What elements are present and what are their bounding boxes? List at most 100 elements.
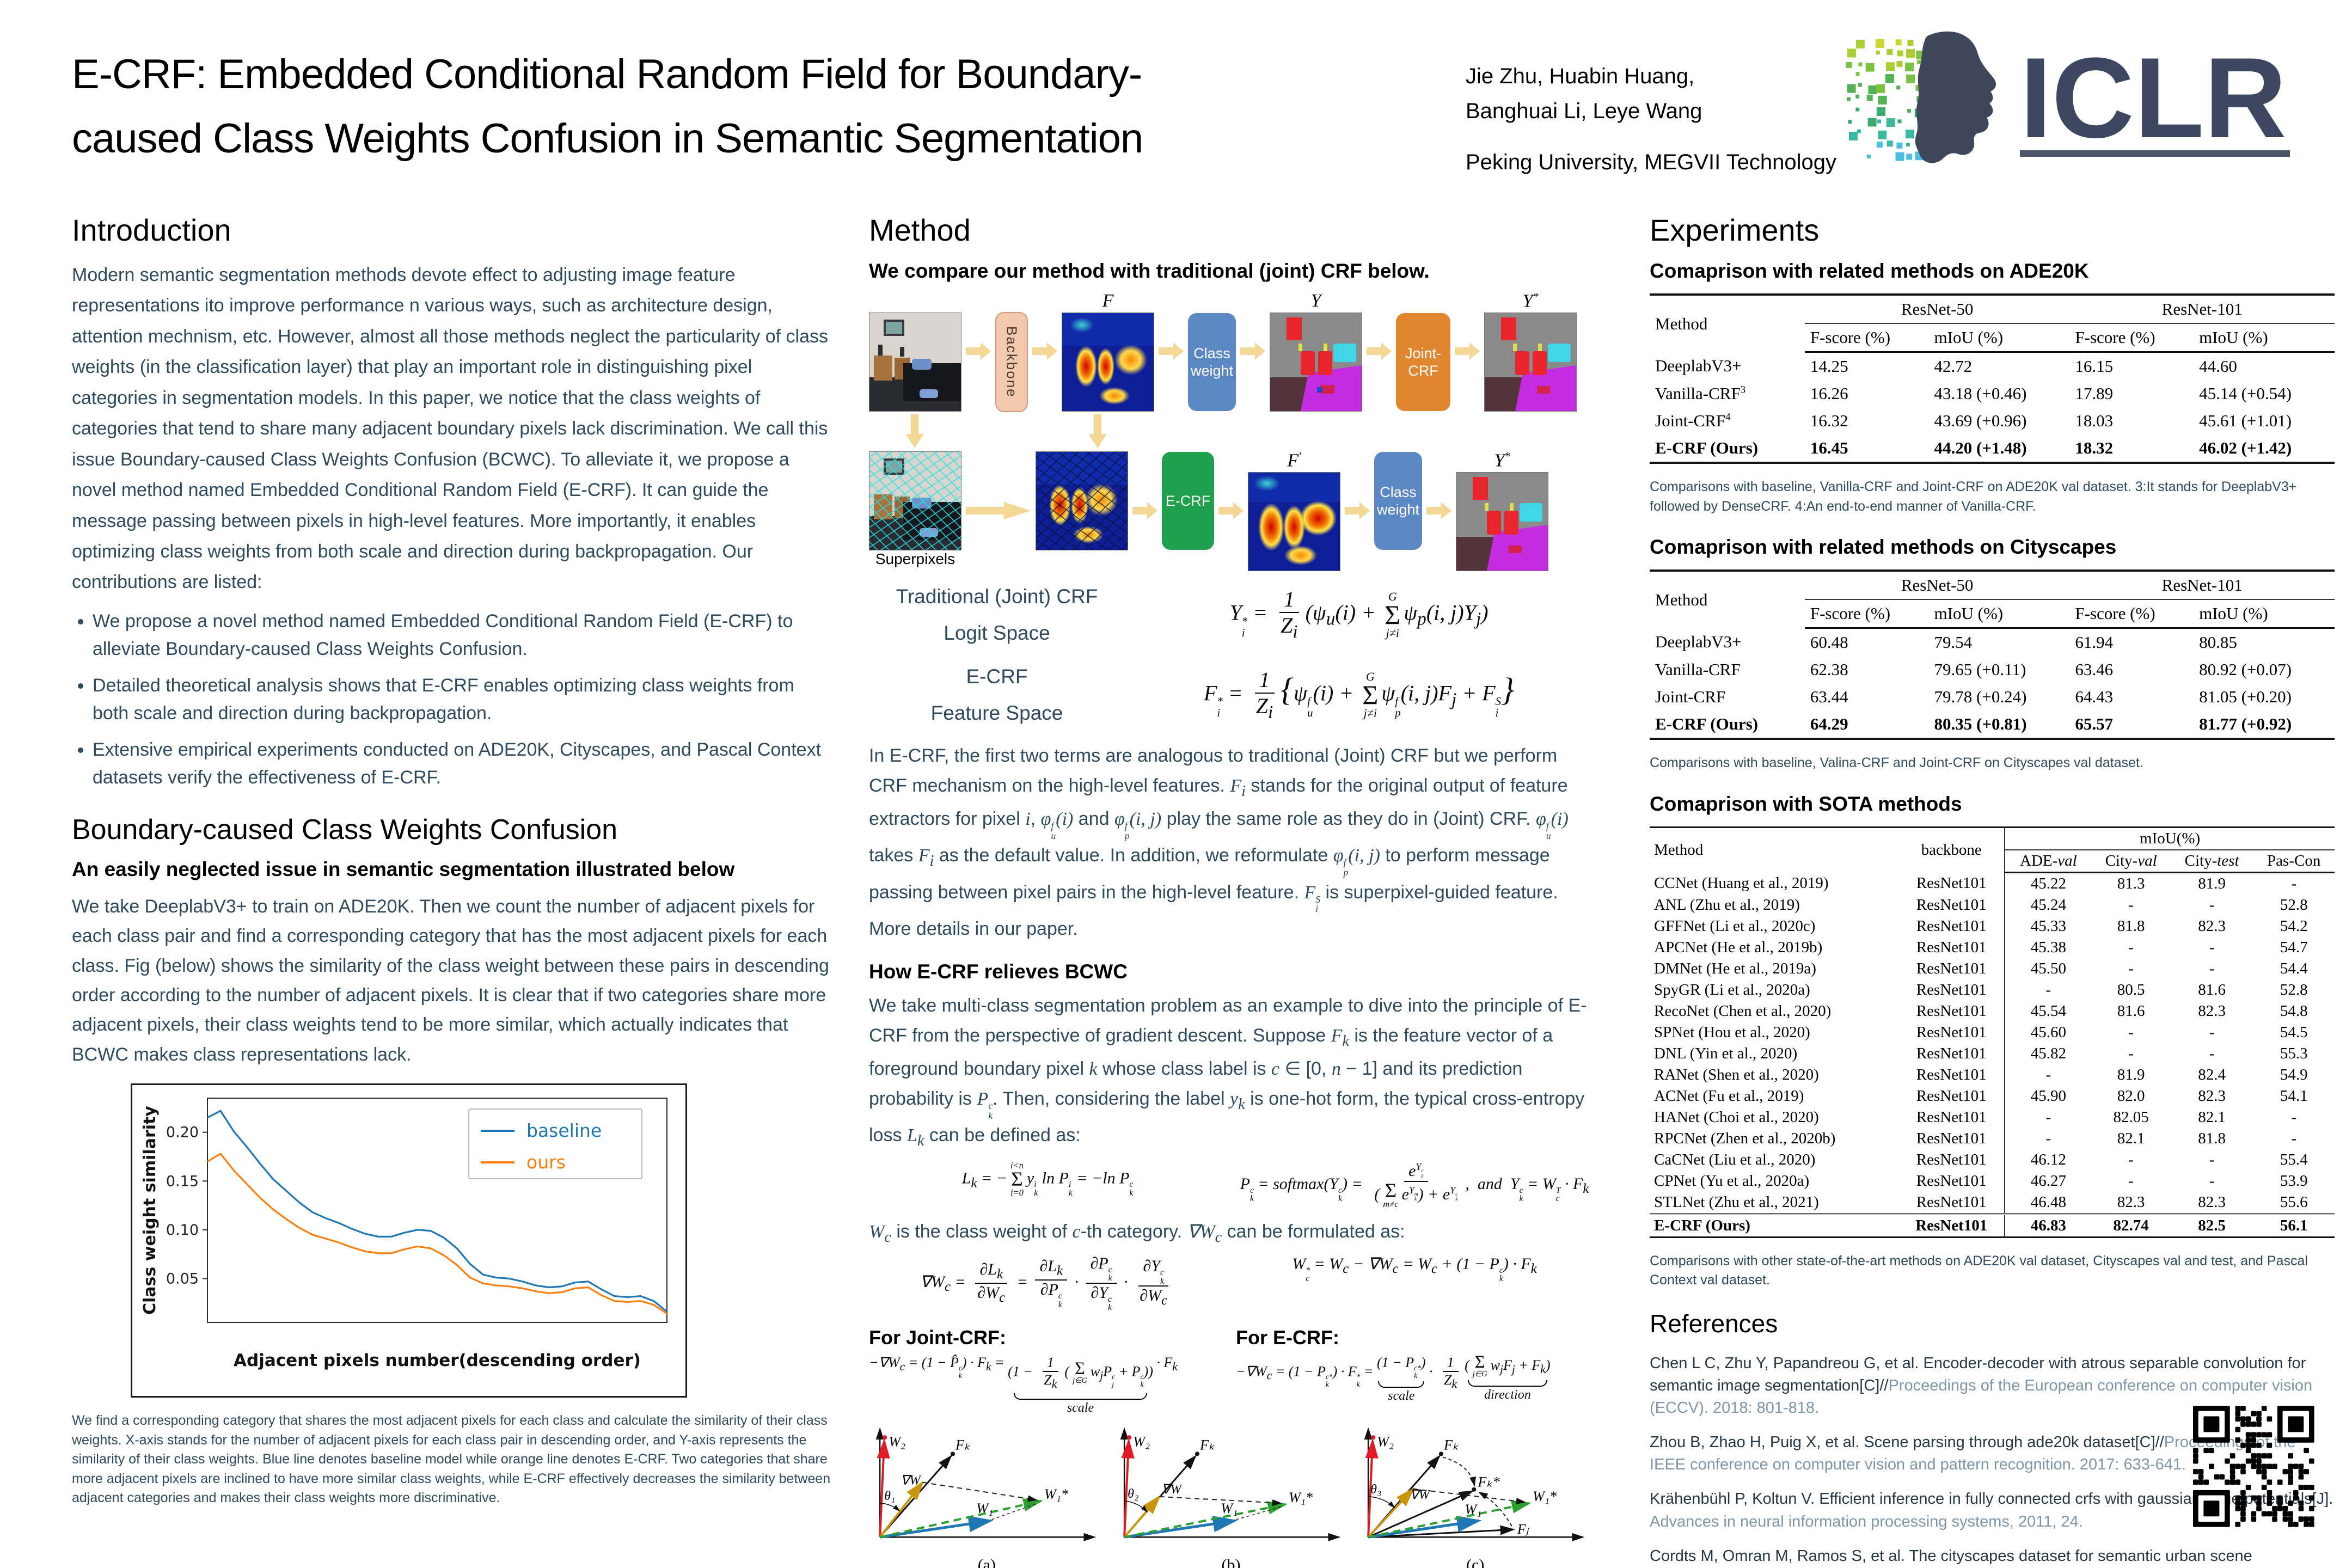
- figure-caption: We find a corresponding category that sh…: [72, 1413, 831, 1506]
- cell-method: RANet (Shen et al., 2020): [1654, 1065, 1819, 1083]
- cell-method: SpyGR (Li et al., 2020a): [1654, 981, 1810, 999]
- cell-value: ResNet101: [1916, 981, 1987, 999]
- cell-value: ResNet101: [1916, 896, 1987, 914]
- affiliation: Peking University, MEGVII Technology: [1466, 150, 1837, 174]
- cell-method: APCNet (He et al., 2019b): [1654, 938, 1823, 956]
- table-row: DNL (Yin et al., 2020) ResNet101 45.82 - - 55…: [1650, 1043, 2335, 1064]
- cell-value: 62.38: [1810, 660, 1848, 679]
- reference-venue: Advances in neural information processin…: [1650, 1512, 2083, 1530]
- gradient-diagram-c: W₂ Fₖ Fₖ* Fⱼ ∇W W₁* W₁ θ₃: [1364, 1427, 1585, 1541]
- cell-value: -: [2004, 1128, 2092, 1149]
- ecrf-box: E-CRF: [1162, 452, 1214, 550]
- segmentation-y-star-2: [1456, 472, 1548, 571]
- cell-value: 45.82: [2004, 1043, 2092, 1064]
- col-city-test: City-test: [2170, 849, 2253, 873]
- bcwc-heading: Boundary-caused Class Weights Confusion: [72, 813, 618, 846]
- cell-method: ACNet (Fu et al., 2019): [1654, 1087, 1804, 1105]
- cell-value: 16.15: [2075, 357, 2114, 376]
- table-row: E-CRF (Ours) 64.29 80.35 (+0.81) 65.57 81.77…: [1650, 710, 2335, 739]
- logit-label: Y: [1310, 291, 1321, 311]
- cell-value: ResNet101: [1916, 1172, 1987, 1190]
- col-resnet50: ResNet-50: [1804, 295, 2070, 324]
- cell-method: Joint-CRF: [1655, 687, 1726, 706]
- vec-label-fj: Fⱼ: [1517, 1521, 1529, 1537]
- svg-text:0.20: 0.20: [166, 1124, 199, 1141]
- gradient-diagram-b: W₂ Fₖ ∇W W₁* W₁ θ₂: [1120, 1427, 1340, 1541]
- svg-text:0.15: 0.15: [166, 1173, 199, 1190]
- cell-method: HANet (Choi et al., 2020): [1654, 1108, 1819, 1126]
- flow-arrow: [1032, 342, 1057, 360]
- t1-caption: Comparisons with baseline, Vanilla-CRF a…: [1650, 479, 2297, 514]
- eq2-label-line2: Feature Space: [930, 701, 1063, 724]
- cell-value: -: [2291, 1108, 2297, 1126]
- cell-value: 46.48: [2004, 1191, 2092, 1214]
- cell-value: 44.20 (+1.48): [1934, 438, 2027, 457]
- cell-value: -: [2004, 1064, 2092, 1086]
- svg-text:0.10: 0.10: [166, 1222, 199, 1239]
- cell-value: 46.02 (+1.42): [2199, 438, 2292, 457]
- eq-gradient: ∇Wc = ∂Lk ∂Wc = ∂Lk ∂P c k · ∂P c k ∂Y c k · ∂Y c k…: [920, 1254, 1168, 1313]
- cell-value: 43.69 (+0.96): [1934, 411, 2027, 430]
- svg-text:0.05: 0.05: [166, 1271, 199, 1288]
- vec-label-gradw: ∇W: [1410, 1487, 1431, 1502]
- vec-label-fk: Fₖ: [1443, 1437, 1459, 1453]
- vec-label-theta3: θ₃: [1370, 1482, 1381, 1497]
- svg-text:ours: ours: [526, 1152, 566, 1173]
- cell-method: CPNet (Yu et al., 2020a): [1654, 1172, 1810, 1190]
- cell-value: ResNet101: [1916, 1150, 1987, 1168]
- cell-value: 80.85: [2199, 633, 2237, 652]
- cell-method: E-CRF (Ours): [1650, 1212, 1899, 1237]
- cell-value: ResNet101: [1916, 1023, 1987, 1041]
- method-paragraph-1: In E-CRF, the first two terms are analog…: [869, 745, 1569, 940]
- bcwc-subheading: An easily neglected issue in semantic se…: [72, 857, 735, 880]
- cell-method: DMNet (He et al., 2019a): [1654, 959, 1816, 977]
- cell-method: DeeplabV3+: [1655, 356, 1742, 376]
- cell-value: 45.61 (+1.01): [2199, 411, 2292, 430]
- eq1-label-line1: Traditional (Joint) CRF: [896, 585, 1098, 608]
- diagram-c: W₂ Fₖ Fₖ* Fⱼ ∇W W₁* W₁ θ₃ (c): [1357, 1421, 1593, 1568]
- col-pas-con: Pas-Con: [2253, 849, 2335, 873]
- for-joint-heading: For Joint-CRF:: [869, 1326, 1006, 1349]
- table-row: GFFNet (Li et al., 2020c) ResNet101 45.33 8…: [1650, 915, 2335, 937]
- diagram-a-label: (a): [977, 1556, 996, 1568]
- cell-value: 45.33: [2004, 915, 2092, 937]
- iclr-logo: ICLR: [1840, 22, 2330, 191]
- col-miou: mIoU (%): [2194, 599, 2335, 629]
- flow-arrow-down: [1088, 414, 1107, 448]
- cell-value: 14.25: [1810, 357, 1848, 376]
- cell-value: 64.29: [1810, 714, 1848, 733]
- reference-venue: Proceedings of the IEEE conference on co…: [1650, 1434, 2296, 1474]
- cell-value: -: [2209, 1023, 2215, 1041]
- vec-label-w1star: W₁*: [1044, 1486, 1069, 1502]
- contribution-item: We propose a novel method named Embedded…: [93, 608, 834, 663]
- cell-value: -: [2209, 1172, 2215, 1190]
- cell-method: RecoNet (Chen et al., 2020): [1654, 1002, 1832, 1020]
- col-method: Method: [1655, 314, 1708, 333]
- cell-value: 80.35 (+0.81): [1934, 714, 2027, 733]
- cell-value: 56.1: [2253, 1212, 2335, 1237]
- contribution-item: Extensive empirical experiments conducte…: [93, 736, 834, 792]
- table-row: Vanilla-CRF 62.38 79.65 (+0.11) 63.46 80.92 …: [1650, 656, 2335, 683]
- cityscapes-table-body: DeeplabV3+ 60.48 79.54 61.94 80.85 Vanilla-CR…: [1650, 628, 2335, 739]
- cell-method: RPCNet (Zhen et al., 2020b): [1654, 1129, 1836, 1147]
- cell-value: 18.03: [2075, 411, 2114, 430]
- refined-logit-label: Y*: [1522, 291, 1539, 311]
- col-miou: mIoU (%): [1928, 323, 2070, 353]
- cell-value: 42.72: [1934, 357, 1973, 376]
- table-row: HANet (Choi et al., 2020) ResNet101-82.05…: [1650, 1106, 2335, 1128]
- cell-value: 81.6: [2117, 1002, 2145, 1020]
- cell-value: ResNet101: [1916, 1087, 1987, 1105]
- backbone-box: Backbone: [995, 312, 1028, 412]
- eq1-label-line2: Logit Space: [944, 621, 1050, 644]
- cell-value: 82.5: [2170, 1212, 2253, 1237]
- table-row: DeeplabV3+ 14.25 42.72 16.15 44.60: [1650, 352, 2335, 381]
- cell-value: -: [2128, 1044, 2134, 1062]
- table-row: RPCNet (Zhen et al., 2020b) ResNet101-82.…: [1650, 1128, 2335, 1149]
- reference-venue: Proceedings of the European conference o…: [1650, 1376, 2313, 1417]
- cell-method: Vanilla-CRF3: [1655, 384, 1746, 403]
- cityscapes-table: Method ResNet-50 ResNet-101 F-score (%) …: [1650, 569, 2335, 740]
- vec-label-gradw: ∇W: [1161, 1482, 1182, 1497]
- vec-label-w1: W₁: [1221, 1500, 1238, 1516]
